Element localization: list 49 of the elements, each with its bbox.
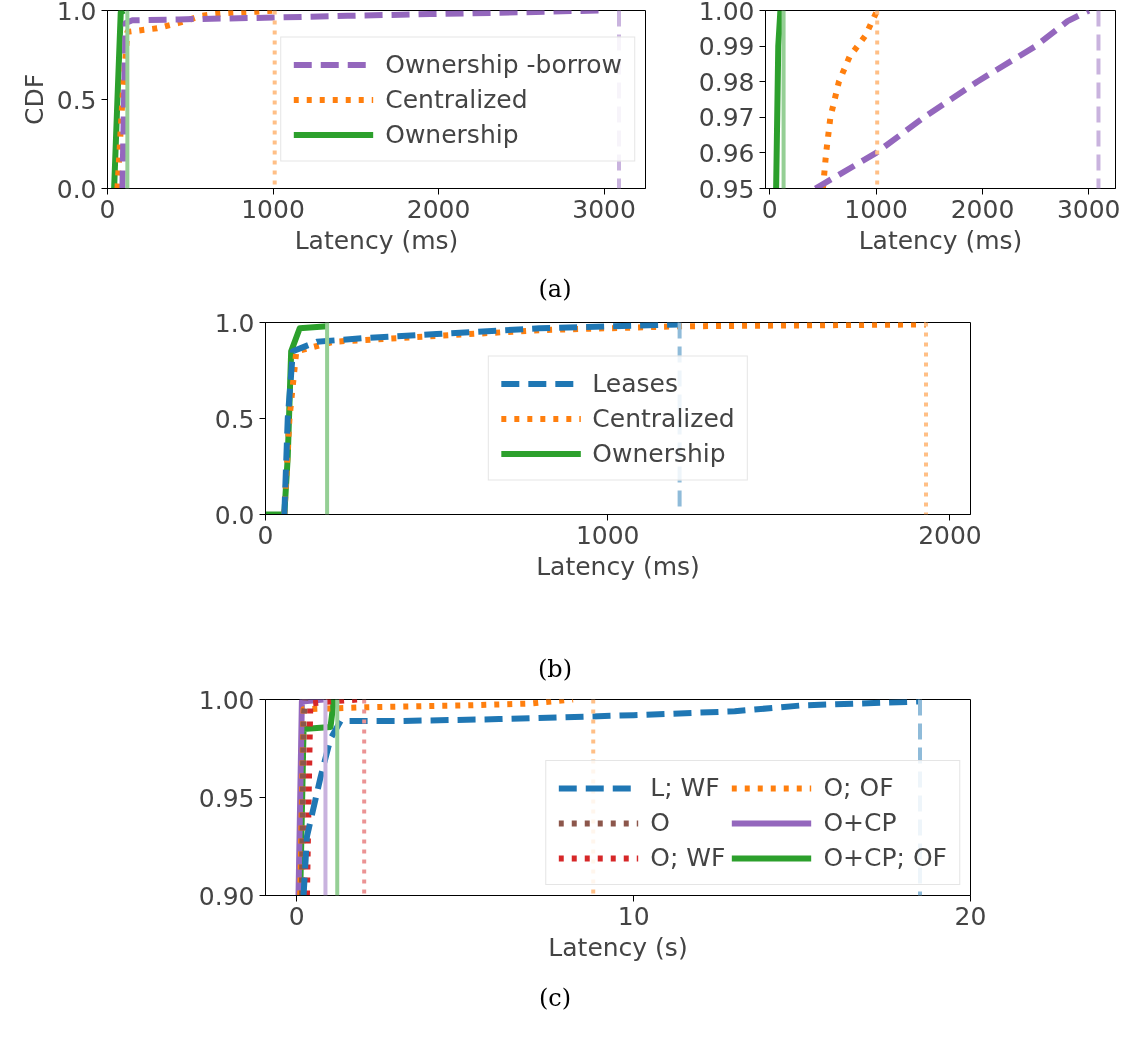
- x-tick-label: 2000: [918, 520, 982, 550]
- x-tick-label: 1000: [575, 520, 640, 550]
- legend-label: Centralized: [592, 403, 735, 433]
- legend-label: O; OF: [823, 773, 894, 802]
- text: (b): [537, 654, 573, 685]
- legend-label: O+CP: [823, 808, 897, 837]
- x-tick-label: 0: [288, 901, 305, 931]
- x-axis-title: Latency (ms): [294, 225, 459, 255]
- y-tick-label: 0.0: [56, 174, 97, 204]
- y-tick-label: 0.96: [698, 138, 755, 168]
- y-tick-label: 0.5: [56, 85, 97, 115]
- y-tick-label: 1.0: [214, 308, 255, 338]
- legend-label: Leases: [592, 368, 678, 398]
- legend-label: Ownership: [592, 438, 726, 468]
- legend-label: L; WF: [650, 773, 720, 802]
- y-tick-label: 1.00: [198, 685, 255, 715]
- x-tick-label: 3000: [572, 194, 636, 224]
- y-tick-label: 0.98: [698, 67, 755, 97]
- y-tick-label: 0.0: [214, 500, 255, 530]
- x-axis-title: Latency (ms): [536, 551, 700, 581]
- x-tick-label: 0: [761, 194, 778, 224]
- y-tick-label: 0.99: [698, 32, 755, 62]
- x-tick-label: 2000: [406, 194, 471, 224]
- y-tick-label: 1.00: [698, 0, 755, 26]
- legend-label: O: [650, 808, 671, 837]
- x-axis-title: Latency (s): [548, 932, 688, 962]
- text: (c): [538, 983, 572, 1014]
- legend-label: O; WF: [650, 843, 726, 872]
- x-tick-label: 0: [99, 194, 116, 224]
- y-tick-label: 1.0: [56, 0, 97, 26]
- x-tick-label: 0: [257, 520, 274, 550]
- y-tick-label: 0.90: [198, 881, 255, 911]
- y-tick-label: 0.5: [214, 404, 255, 434]
- legend-label: Ownership -borrow: [385, 49, 622, 79]
- x-tick-label: 3000: [1056, 194, 1121, 224]
- x-tick-label: 10: [617, 901, 650, 931]
- y-tick-label: 0.97: [698, 103, 755, 133]
- legend-label: Ownership: [385, 119, 519, 149]
- y-tick-label: 0.95: [198, 783, 255, 813]
- legend-label: Centralized: [385, 84, 528, 114]
- x-tick-label: 1000: [844, 194, 908, 224]
- legend-label: O+CP; OF: [823, 843, 947, 872]
- text: (a): [538, 274, 572, 305]
- y-axis-title: CDF: [19, 73, 49, 126]
- y-tick-label: 0.95: [698, 174, 755, 204]
- x-tick-label: 2000: [950, 194, 1015, 224]
- x-tick-label: 20: [954, 901, 987, 931]
- x-tick-label: 1000: [241, 194, 305, 224]
- x-axis-title: Latency (ms): [858, 225, 1023, 255]
